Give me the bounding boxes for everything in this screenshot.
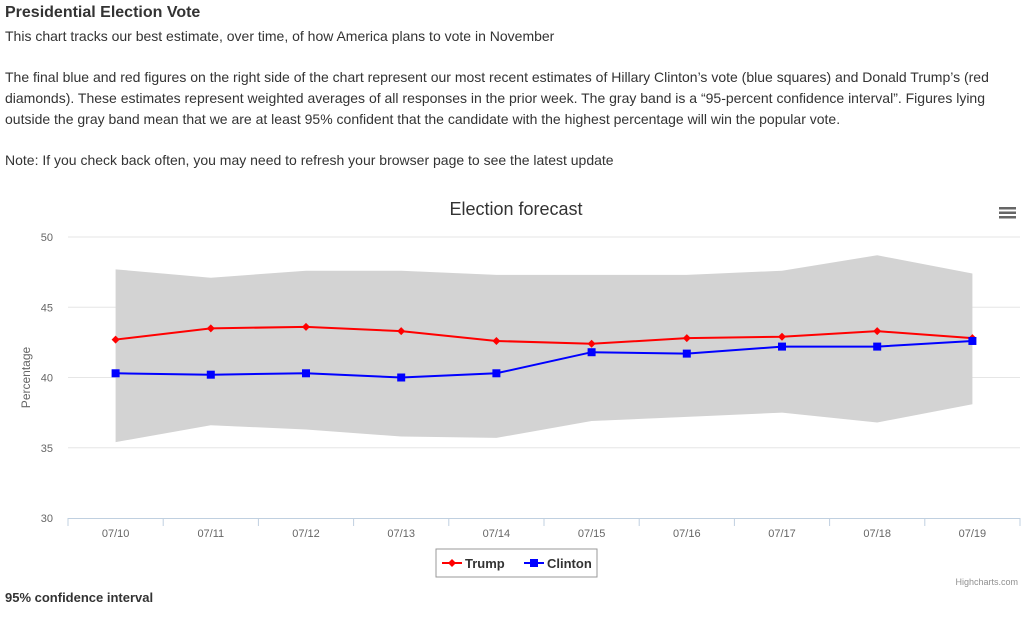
trump-point[interactable] (492, 336, 501, 345)
y-tick-label: 40 (41, 373, 53, 385)
series-layer (111, 322, 977, 382)
legend-box (435, 548, 598, 578)
x-tick-label: 07/12 (292, 528, 320, 540)
y-tick-label: 30 (41, 513, 53, 525)
clinton-point[interactable] (873, 342, 882, 351)
trump-point[interactable] (397, 327, 406, 336)
x-tick-label: 07/19 (959, 528, 987, 540)
trump-point[interactable] (206, 324, 215, 333)
hamburger-menu-icon[interactable] (998, 204, 1018, 220)
election-forecast-chart: Election forecast 30 35 40 45 50 07/10 07/11 07… (19, 199, 1021, 587)
trump-point[interactable] (111, 335, 120, 344)
trump-point[interactable] (778, 332, 786, 341)
legend: Trump Clinton (435, 548, 598, 578)
clinton-line (115, 339, 973, 379)
x-tick-label: 07/15 (578, 528, 606, 540)
trump-point[interactable] (873, 327, 882, 336)
clinton-point[interactable] (206, 370, 215, 379)
x-tick-label: 07/18 (863, 528, 891, 540)
y-axis-label: Percentage (19, 346, 33, 408)
clinton-point[interactable] (682, 349, 691, 358)
trump-line (115, 325, 973, 345)
clinton-point[interactable] (492, 369, 501, 378)
confidence-interval-label: 95% confidence interval (5, 590, 154, 605)
x-tick-label: 07/10 (102, 528, 130, 540)
chart-container: Election forecast 30 35 40 45 50 07/10 07/11 07… (0, 190, 1032, 600)
note-text: Note: If you check back often, you may n… (5, 152, 614, 168)
legend-clinton-marker (530, 559, 538, 567)
chart-credit[interactable]: Highcharts.com (955, 577, 1018, 587)
x-tick-label: 07/11 (197, 528, 224, 540)
chart-title: Election forecast (449, 199, 582, 219)
legend-trump-label: Trump (465, 556, 505, 571)
trump-point[interactable] (682, 334, 691, 343)
intro-text: This chart tracks our best estimate, ove… (5, 28, 555, 44)
y-tick-label: 35 (41, 443, 53, 455)
clinton-point[interactable] (587, 348, 596, 357)
trump-point[interactable] (302, 322, 310, 331)
x-tick-label: 07/17 (768, 528, 796, 540)
legend-clinton-label: Clinton (547, 556, 592, 571)
page-heading: Presidential Election Vote (5, 4, 201, 21)
legend-trump-marker (448, 559, 456, 567)
clinton-point[interactable] (111, 369, 120, 378)
x-tick-label: 07/13 (387, 528, 415, 540)
description-text: The final blue and red figures on the ri… (5, 69, 989, 127)
x-tick-label: 07/14 (483, 528, 511, 540)
clinton-point[interactable] (397, 373, 406, 382)
axes: 30 35 40 45 50 07/10 07/11 07/12 07/13 07/14 07/15… (41, 232, 1021, 540)
legend-item-trump[interactable]: Trump (442, 556, 505, 571)
confidence-band-layer (115, 255, 973, 443)
clinton-point[interactable] (302, 369, 310, 378)
y-tick-label: 45 (41, 302, 53, 314)
trump-point[interactable] (587, 339, 596, 348)
confidence-band (115, 255, 973, 443)
y-tick-label: 50 (41, 232, 53, 244)
legend-item-clinton[interactable]: Clinton (524, 556, 592, 571)
clinton-point[interactable] (778, 342, 786, 351)
clinton-point[interactable] (968, 336, 977, 345)
x-tick-label: 07/16 (673, 528, 701, 540)
